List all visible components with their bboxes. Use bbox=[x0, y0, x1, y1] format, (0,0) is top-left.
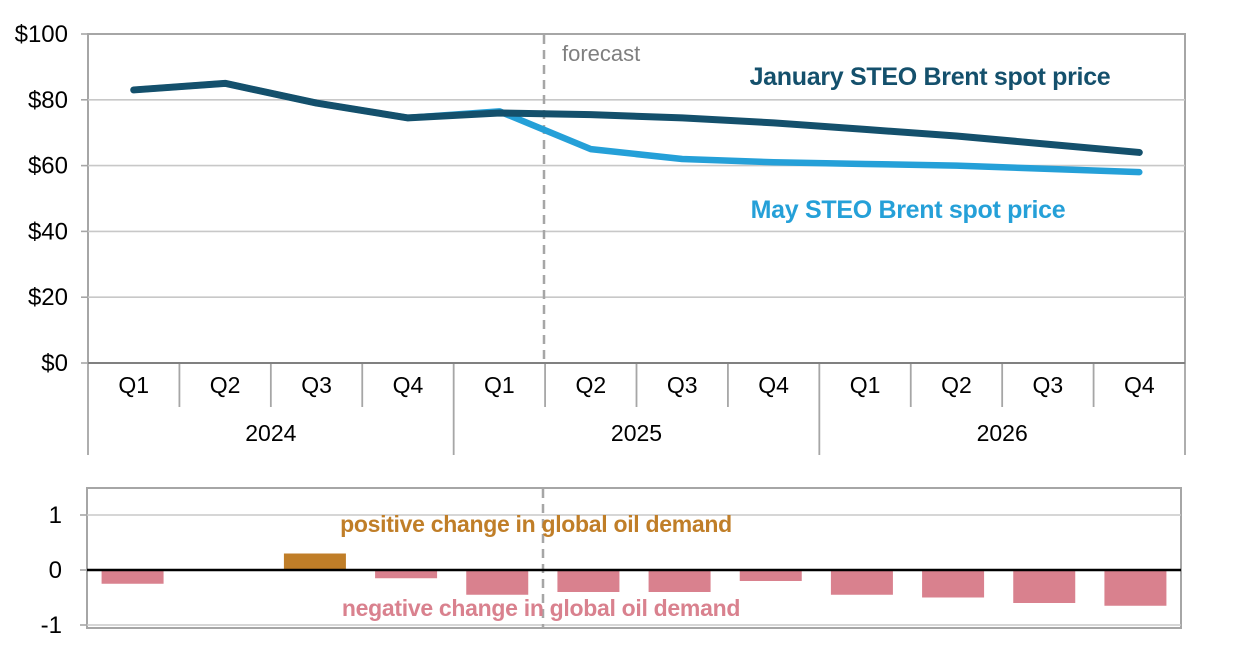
demand-bar-q1-2024 bbox=[101, 570, 164, 584]
y-tick-label-$20: $20 bbox=[28, 284, 68, 311]
quarter-label-8: Q1 bbox=[850, 372, 881, 398]
negative-change-label: negative change in global oil demand bbox=[342, 595, 740, 621]
quarter-label-2: Q3 bbox=[301, 372, 332, 398]
demand-bar-q4-2025 bbox=[739, 570, 802, 581]
demand-bar-q4-2024 bbox=[375, 570, 438, 579]
quarter-label-10: Q3 bbox=[1033, 372, 1064, 398]
quarter-label-0: Q1 bbox=[118, 372, 149, 398]
demand-bar-q3-2025 bbox=[648, 570, 711, 592]
demand-bar-q1-2026 bbox=[830, 570, 893, 595]
year-label-2025: 2025 bbox=[611, 420, 662, 446]
quarter-label-11: Q4 bbox=[1124, 372, 1155, 398]
bottom-plot-border bbox=[86, 487, 1182, 629]
year-label-2026: 2026 bbox=[977, 420, 1028, 446]
demand-bar-q2-2025 bbox=[557, 570, 620, 592]
demand-bar-q2-2026 bbox=[922, 570, 985, 598]
demand-y-tick-label--1: -1 bbox=[41, 612, 62, 639]
y-tick-label-$80: $80 bbox=[28, 87, 68, 114]
forecast-label: forecast bbox=[562, 41, 640, 66]
demand-bar-q3-2026 bbox=[1013, 570, 1076, 603]
january-steo-series-label: January STEO Brent spot price bbox=[750, 63, 1111, 91]
quarter-label-7: Q4 bbox=[758, 372, 789, 398]
demand-y-tick-label-1: 1 bbox=[49, 502, 62, 529]
quarter-label-4: Q1 bbox=[484, 372, 515, 398]
oil-demand-change-bar-chart: 1 0 -1 bbox=[41, 487, 1182, 639]
may-steo-series-label: May STEO Brent spot price bbox=[751, 196, 1066, 224]
y-tick-label-$60: $60 bbox=[28, 153, 68, 180]
year-label-2024: 2024 bbox=[245, 420, 296, 446]
quarter-label-9: Q2 bbox=[941, 372, 972, 398]
quarter-label-5: Q2 bbox=[575, 372, 606, 398]
brent-price-line-chart: $100 $80 $60 $40 $20 $0 Q1 Q2 Q3 Q4 Q1 Q2 Q3 Q4 Q1 Q2 Q3… bbox=[15, 21, 1186, 455]
demand-y-tick-label-0: 0 bbox=[49, 557, 62, 584]
y-tick-label-$100: $100 bbox=[15, 21, 68, 48]
demand-bar-q3-2024 bbox=[283, 553, 346, 570]
january-steo-line bbox=[130, 79, 1143, 156]
demand-bar-q1-2025 bbox=[466, 570, 529, 595]
y-tick-label-$40: $40 bbox=[28, 218, 68, 245]
y-tick-label-$0: $0 bbox=[41, 350, 68, 377]
quarter-label-1: Q2 bbox=[210, 372, 241, 398]
positive-change-label: positive change in global oil demand bbox=[340, 511, 732, 537]
demand-bar-q4-2026 bbox=[1104, 570, 1167, 606]
quarter-label-6: Q3 bbox=[667, 372, 698, 398]
quarter-label-3: Q4 bbox=[393, 372, 424, 398]
